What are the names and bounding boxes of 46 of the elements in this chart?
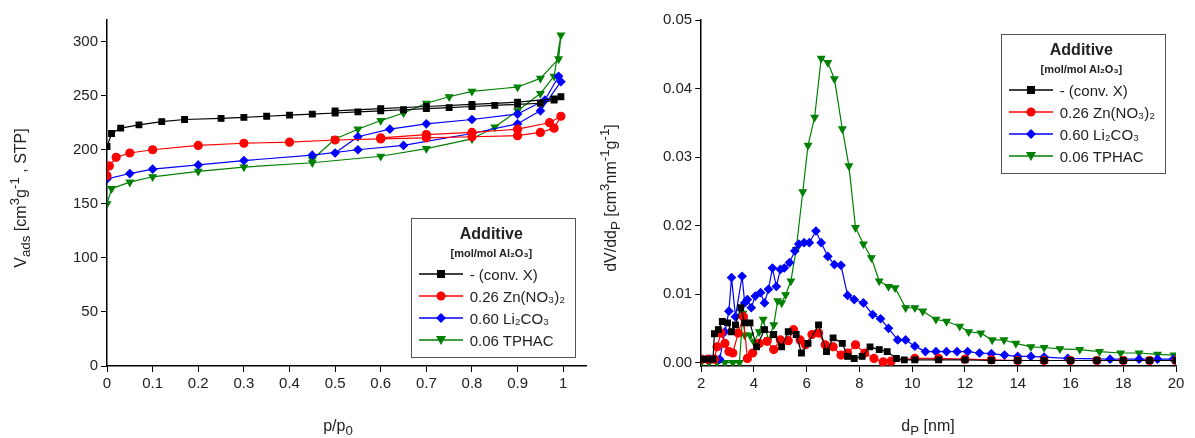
legend-label: - (conv. X) (1059, 81, 1128, 99)
x-tick-label: 16 (1062, 374, 1079, 392)
x-tick-label: 14 (1009, 374, 1027, 392)
x-axis-title: p/p$_{0}$ (322, 416, 354, 438)
y-tick-label: 0 (89, 356, 99, 374)
x-tick-label: 1 (559, 374, 568, 392)
y-tick-label: 200 (73, 139, 99, 157)
legend-title: Additive [mol/mol Al₂O₃] (449, 225, 534, 259)
y-tick-label: 250 (73, 85, 99, 103)
x-tick-label: 0.1 (142, 374, 164, 392)
x-tick-label: 0.7 (415, 374, 437, 392)
y-tick-label: 150 (73, 193, 99, 211)
x-tick-label: 0 (102, 374, 112, 392)
y-tick-label: 300 (73, 31, 99, 49)
y-tick-label: 0.02 (662, 215, 693, 233)
y-tick-label: 50 (81, 302, 99, 320)
y-tick-label: 0.00 (662, 352, 693, 370)
legend-label: 0.06 TPHAC (469, 331, 554, 349)
x-tick-label: 0.6 (370, 374, 392, 392)
x-tick-label: 2 (697, 374, 706, 392)
x-tick-label: 0.2 (187, 374, 209, 392)
legend-label: 0.06 TPHAC (1059, 147, 1144, 165)
x-tick-label: 12 (956, 374, 974, 392)
x-tick-label: 18 (1114, 374, 1132, 392)
y-tick-label: 0.03 (662, 147, 693, 165)
y-tick-label: 0.04 (662, 78, 693, 96)
y-tick-label: 100 (73, 248, 99, 266)
x-tick-label: 8 (855, 374, 864, 392)
legend-title: Additive [mol/mol Al₂O₃] (1039, 41, 1124, 75)
x-tick-label: 0.8 (461, 374, 483, 392)
x-tick-label: 0.9 (507, 374, 528, 392)
legend-label: 0.26 Zn(NO₃)₂ (1059, 103, 1155, 121)
x-tick-label: 0.3 (233, 374, 255, 392)
legend-label: 0.60 Li₂CO₃ (469, 309, 550, 327)
y-tick-label: 0.05 (662, 10, 693, 28)
x-tick-label: 0.5 (324, 374, 346, 392)
x-tick-label: 4 (749, 374, 759, 392)
legend-label: - (conv. X) (469, 265, 538, 283)
legend-label: 0.26 Zn(NO₃)₂ (469, 287, 565, 305)
x-tick-label: 0.4 (279, 374, 300, 392)
x-axis-title: d$_{P}$ [nm] (900, 416, 956, 438)
legend-label: 0.60 Li₂CO₃ (1059, 125, 1140, 143)
x-tick-label: 20 (1167, 374, 1185, 392)
x-tick-label: 10 (903, 374, 921, 392)
x-tick-label: 6 (802, 374, 811, 392)
y-tick-label: 0.01 (662, 284, 693, 302)
